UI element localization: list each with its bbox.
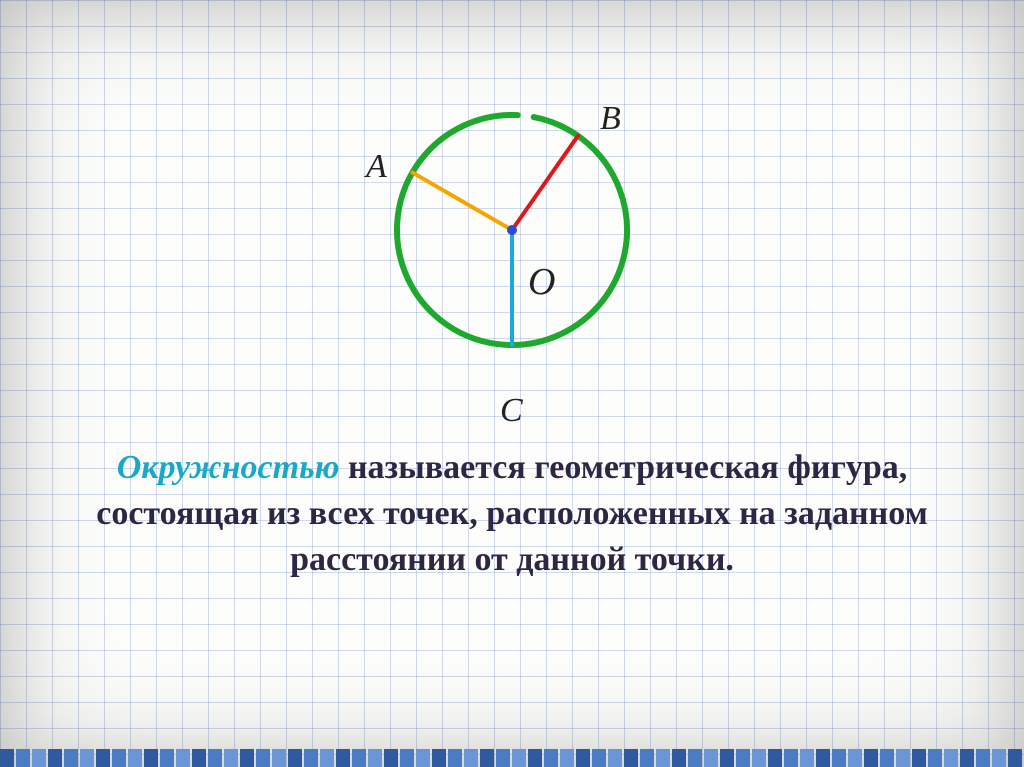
bottom-border-pattern xyxy=(0,749,1024,767)
circle-diagram: A B C O xyxy=(352,50,672,410)
point-label-B: B xyxy=(600,100,621,138)
definition-caption: Окружностью называется геометрическая фи… xyxy=(0,445,1024,583)
point-label-C: C xyxy=(500,392,523,430)
point-label-A: A xyxy=(366,148,387,186)
definition-term: Окружностью xyxy=(117,449,340,486)
page: A B C O Окружностью называется геометрич… xyxy=(0,0,1024,767)
center-label-O: O xyxy=(528,260,555,304)
diagram-svg xyxy=(352,50,672,410)
